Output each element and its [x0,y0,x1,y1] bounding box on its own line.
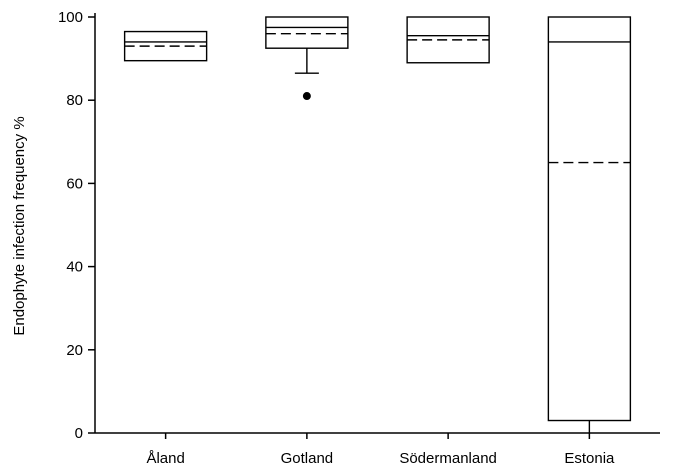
box-södermanland [406,16,490,64]
y-tick-label: 40 [66,259,83,276]
y-tick-label: 60 [66,175,83,192]
box-gotland [265,16,349,101]
boxes [123,16,632,433]
x-tick-labels: Åland Gotland Södermanland Estonia [146,450,615,467]
box-estonia [547,16,632,433]
x-tick-label: Estonia [564,450,615,467]
x-tick-label: Södermanland [399,450,497,467]
y-axis-title: Endophyte infection frequency % [11,116,28,335]
box-iqr [547,16,632,422]
x-tick-label: Gotland [281,450,334,467]
x-tick-label: Åland [146,450,184,467]
box-åland [123,30,208,62]
y-tick-label: 20 [66,342,83,359]
box-iqr [265,16,349,49]
y-tick-label: 0 [75,425,83,442]
y-tick-label: 100 [58,9,83,26]
outlier-point [302,92,311,101]
y-tick-label: 80 [66,92,83,109]
axes: 0 20 40 60 80 100 [58,9,660,442]
